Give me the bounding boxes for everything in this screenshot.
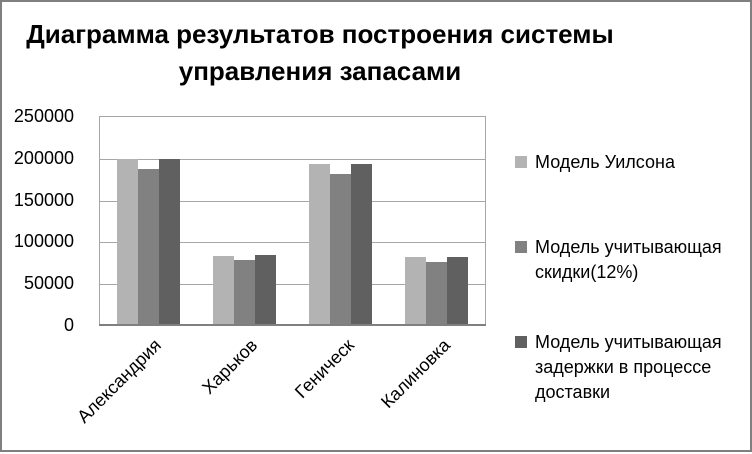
bar-series2-Александрия <box>137 168 159 326</box>
bar-series2-Калиновка <box>426 261 448 326</box>
category-label-Александрия: Александрия <box>73 335 166 427</box>
bar-series1-Харьков <box>212 255 234 326</box>
category-label-Харьков: Харьков <box>198 335 262 398</box>
legend-label: Модель учитывающая скидки(12%) <box>535 237 722 282</box>
y-tick-label: 100000 <box>13 231 74 252</box>
x-axis-line <box>99 324 486 326</box>
bar-series2-Харьков <box>233 259 255 326</box>
category-label-Калиновка: Калиновка <box>377 335 455 412</box>
legend-item-series2: Модель учитывающая скидки(12%) <box>515 235 747 285</box>
gridline <box>100 242 485 244</box>
y-tick-label: 50000 <box>23 273 74 294</box>
bar-series3-Александрия <box>158 158 180 326</box>
bar-series3-Геническ <box>351 163 373 326</box>
legend-label: Модель учитывающая задержки в процессе д… <box>535 332 722 402</box>
plot-area <box>99 116 486 326</box>
legend-item-series3: Модель учитывающая задержки в процессе д… <box>515 330 747 405</box>
bar-series1-Калиновка <box>405 257 427 326</box>
legend-item-series1: Модель Уилсона <box>515 150 747 175</box>
legend-swatch-icon <box>515 156 527 168</box>
legend-label: Модель Уилсона <box>535 152 675 172</box>
chart-title: Диаграмма результатов построения системы… <box>26 19 614 86</box>
gridline <box>100 284 485 286</box>
legend-swatch-icon <box>515 336 527 348</box>
category-label-Геническ: Геническ <box>290 335 358 403</box>
bar-series1-Александрия <box>116 158 138 326</box>
bar-series2-Геническ <box>330 173 352 326</box>
gridline <box>100 158 485 160</box>
bar-series3-Калиновка <box>447 257 469 326</box>
legend-swatch-icon <box>515 241 527 253</box>
bar-series3-Харьков <box>254 254 276 326</box>
y-tick-label: 0 <box>63 315 74 335</box>
bar-series1-Геническ <box>309 163 331 326</box>
y-tick-label: 200000 <box>13 147 74 168</box>
y-tick-label: 150000 <box>13 189 74 210</box>
legend: Модель Уилсона Модель учитывающая скидки(… <box>515 2 747 454</box>
gridline <box>100 200 485 202</box>
y-tick-label: 250000 <box>13 106 74 126</box>
